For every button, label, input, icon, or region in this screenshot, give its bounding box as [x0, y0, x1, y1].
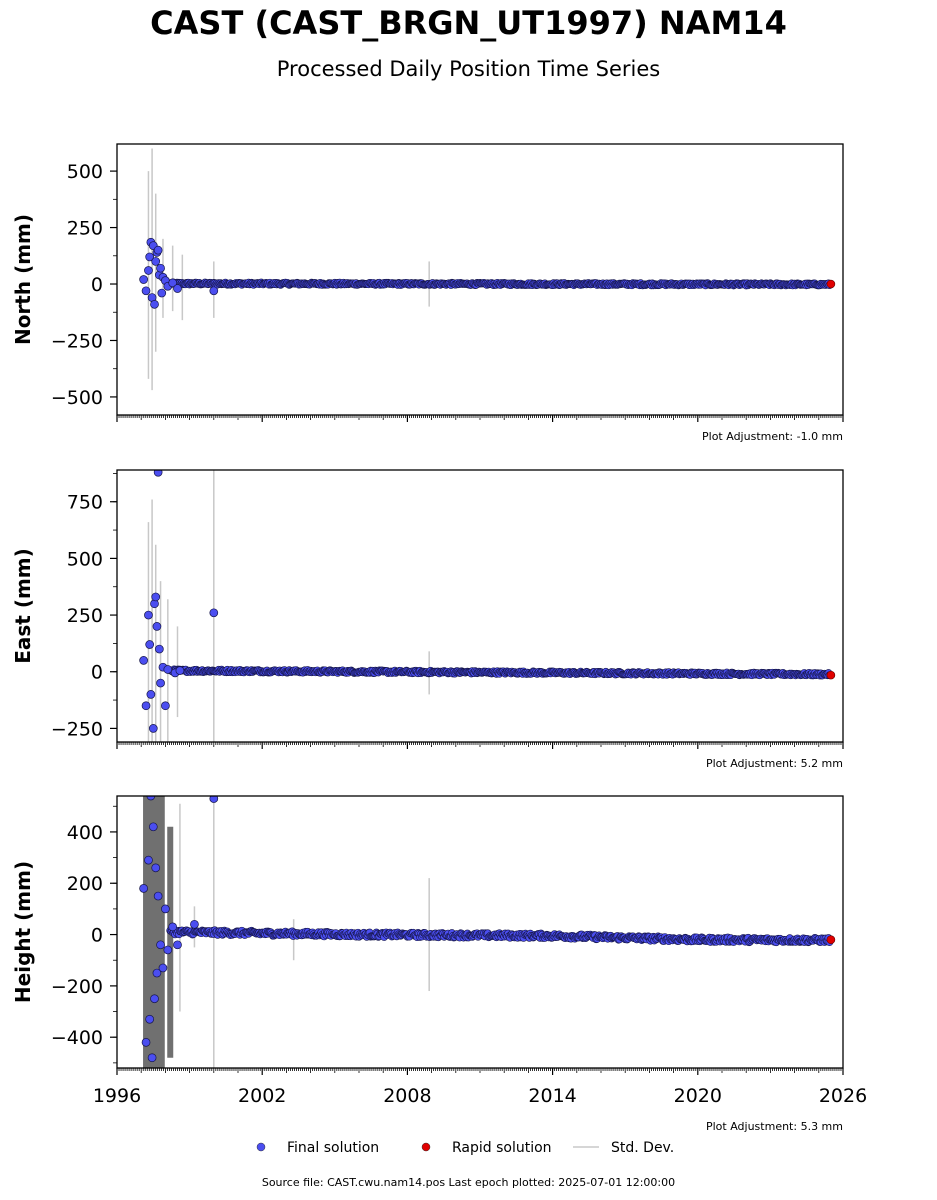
y-tick-label: 0	[91, 925, 103, 947]
panel-frame	[116, 469, 844, 743]
final-solution-point	[139, 884, 148, 893]
final-solution-point	[141, 701, 151, 711]
final-solution-point	[156, 263, 165, 273]
y-tick-label: 0	[91, 662, 103, 684]
final-solution-point	[168, 278, 178, 288]
legend-label: Rapid solution	[452, 1140, 552, 1156]
final-solution-point	[151, 592, 161, 602]
final-solution-point	[156, 940, 165, 950]
panel-plot-area	[139, 470, 836, 742]
final-solution-point	[190, 919, 199, 929]
final-solution-point	[163, 945, 173, 955]
y-tick-label: 750	[67, 492, 103, 514]
y-tick-label: −200	[51, 976, 103, 998]
x-tick-label: 2026	[819, 1085, 867, 1107]
y-axis-label: North (mm)	[11, 214, 35, 345]
x-tick-label: 2020	[674, 1085, 722, 1107]
final-solution-point	[152, 622, 162, 631]
y-tick-label: −400	[51, 1027, 103, 1049]
final-solution-point	[153, 245, 163, 255]
final-solution-point	[145, 640, 155, 649]
final-solution-point	[152, 968, 162, 978]
final-solution-point	[141, 286, 151, 296]
rapid-solution-point	[826, 279, 836, 289]
x-tick-label: 2014	[528, 1085, 576, 1107]
panel-plot-area	[139, 796, 836, 1068]
final-solution-point	[209, 286, 219, 296]
plot-adjustment-note: Plot Adjustment: 5.3 mm	[706, 1120, 843, 1133]
final-solution-point	[168, 922, 178, 932]
final-solution-point	[153, 470, 163, 477]
final-solution-point	[151, 863, 161, 873]
chart-title: CAST (CAST_BRGN_UT1997) NAM14	[150, 4, 787, 42]
final-solution-point	[146, 796, 156, 801]
final-solution-point	[155, 644, 164, 654]
y-axis-label: Height (mm)	[11, 861, 35, 1003]
final-solution-point	[144, 266, 153, 275]
y-tick-label: 0	[91, 274, 103, 296]
x-tick-label: 1996	[93, 1085, 141, 1107]
final-solution-point	[209, 796, 219, 803]
final-solution-point	[151, 257, 161, 266]
final-solution-point	[153, 891, 163, 901]
final-solution-point	[157, 288, 167, 298]
legend-marker	[256, 1142, 266, 1152]
final-solution-point	[144, 610, 153, 620]
final-solution-point	[161, 904, 170, 914]
final-solution-point	[148, 822, 158, 832]
y-tick-label: 250	[67, 218, 103, 240]
final-solution-point	[146, 690, 156, 699]
legend-label: Std. Dev.	[611, 1140, 674, 1156]
final-solution-point	[139, 656, 148, 665]
x-tick-label: 2008	[383, 1085, 431, 1107]
final-solution-point	[163, 665, 173, 674]
y-axis-label: East (mm)	[11, 548, 35, 664]
final-solution-point	[161, 701, 170, 711]
y-tick-label: −500	[51, 387, 103, 409]
final-solution-point	[209, 608, 219, 618]
y-tick-label: 250	[67, 605, 103, 627]
rapid-solution-point	[826, 670, 836, 680]
y-tick-label: −250	[51, 330, 103, 352]
source-note: Source file: CAST.cwu.nam14.pos Last epo…	[261, 1176, 676, 1189]
final-solution-point	[148, 724, 158, 733]
y-tick-label: −250	[51, 718, 103, 740]
y-tick-label: 500	[67, 548, 103, 570]
final-solution-point	[150, 994, 159, 1004]
legend-marker	[421, 1142, 431, 1152]
final-solution-point	[173, 284, 182, 293]
y-tick-label: 200	[67, 873, 103, 895]
plot-adjustment-note: Plot Adjustment: -1.0 mm	[702, 430, 843, 443]
final-solution-point	[147, 1053, 157, 1063]
final-solution-point	[156, 678, 165, 688]
final-solution-point	[175, 666, 185, 675]
final-solution-point	[173, 940, 182, 950]
legend-label: Final solution	[287, 1140, 379, 1156]
x-tick-label: 2002	[238, 1085, 286, 1107]
chart-subtitle: Processed Daily Position Time Series	[276, 57, 661, 81]
y-tick-label: 500	[67, 161, 103, 183]
final-solution-point	[144, 855, 153, 865]
panel-plot-area	[139, 148, 836, 391]
plot-adjustment-note: Plot Adjustment: 5.2 mm	[706, 757, 843, 770]
final-solution-point	[139, 275, 148, 284]
rapid-solution-point	[826, 935, 836, 944]
y-tick-label: 400	[67, 822, 103, 844]
final-solution-point	[141, 1037, 151, 1047]
final-solution-point	[158, 963, 168, 973]
final-solution-point	[145, 1014, 155, 1024]
final-solution-point	[145, 252, 155, 262]
final-solution-point	[150, 299, 159, 309]
